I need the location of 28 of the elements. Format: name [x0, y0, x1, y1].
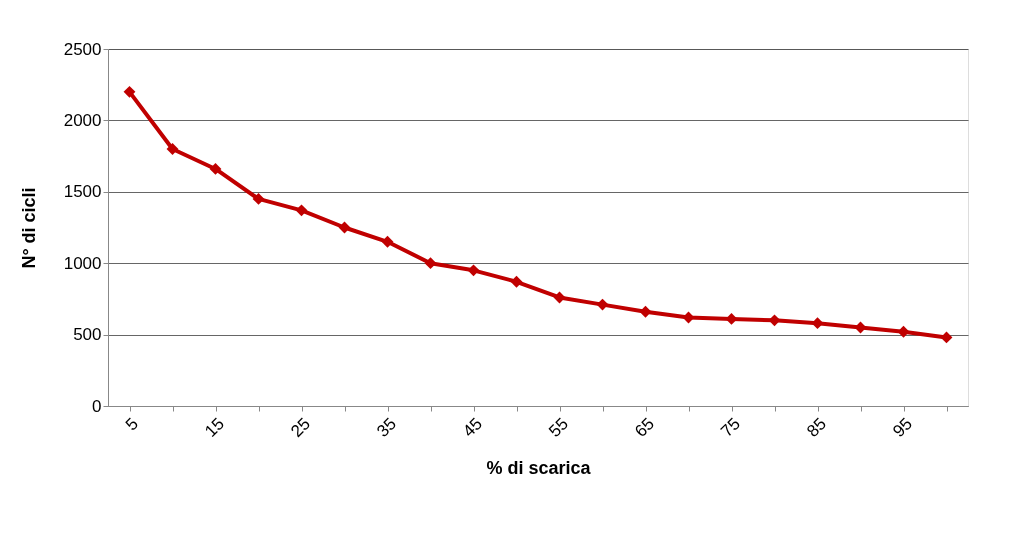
point: [166, 143, 179, 155]
y-axis-title: N° di cicli: [18, 187, 39, 269]
x-tick-label: 65: [631, 414, 659, 441]
y-tick-label: 500: [73, 325, 102, 345]
x-tick-label: 5: [121, 414, 143, 435]
x-tick-label: 15: [201, 414, 229, 441]
point: [467, 264, 480, 277]
y-tick-label: 1000: [63, 253, 102, 273]
x-tick-label: 25: [287, 414, 315, 441]
point: [381, 235, 394, 248]
point: [596, 298, 609, 311]
y-tick-label: 2500: [63, 39, 102, 59]
x-tick-label: 45: [459, 414, 487, 441]
y-tick-label: 2000: [63, 110, 102, 130]
point: [252, 193, 265, 205]
y-tick-label: 1500: [63, 182, 102, 202]
x-tick-label: 95: [889, 414, 917, 441]
point: [510, 275, 523, 288]
x-tick-label: 75: [717, 414, 745, 441]
x-tick-label: 55: [545, 414, 573, 441]
x-tick-label: 35: [373, 414, 401, 441]
y-tick-label: 0: [92, 396, 102, 416]
point: [295, 204, 308, 217]
point: [209, 163, 222, 175]
point: [123, 85, 136, 98]
x-tick-label: 85: [803, 414, 831, 441]
x-axis-title: % di scarica: [486, 458, 592, 479]
point: [639, 305, 652, 318]
